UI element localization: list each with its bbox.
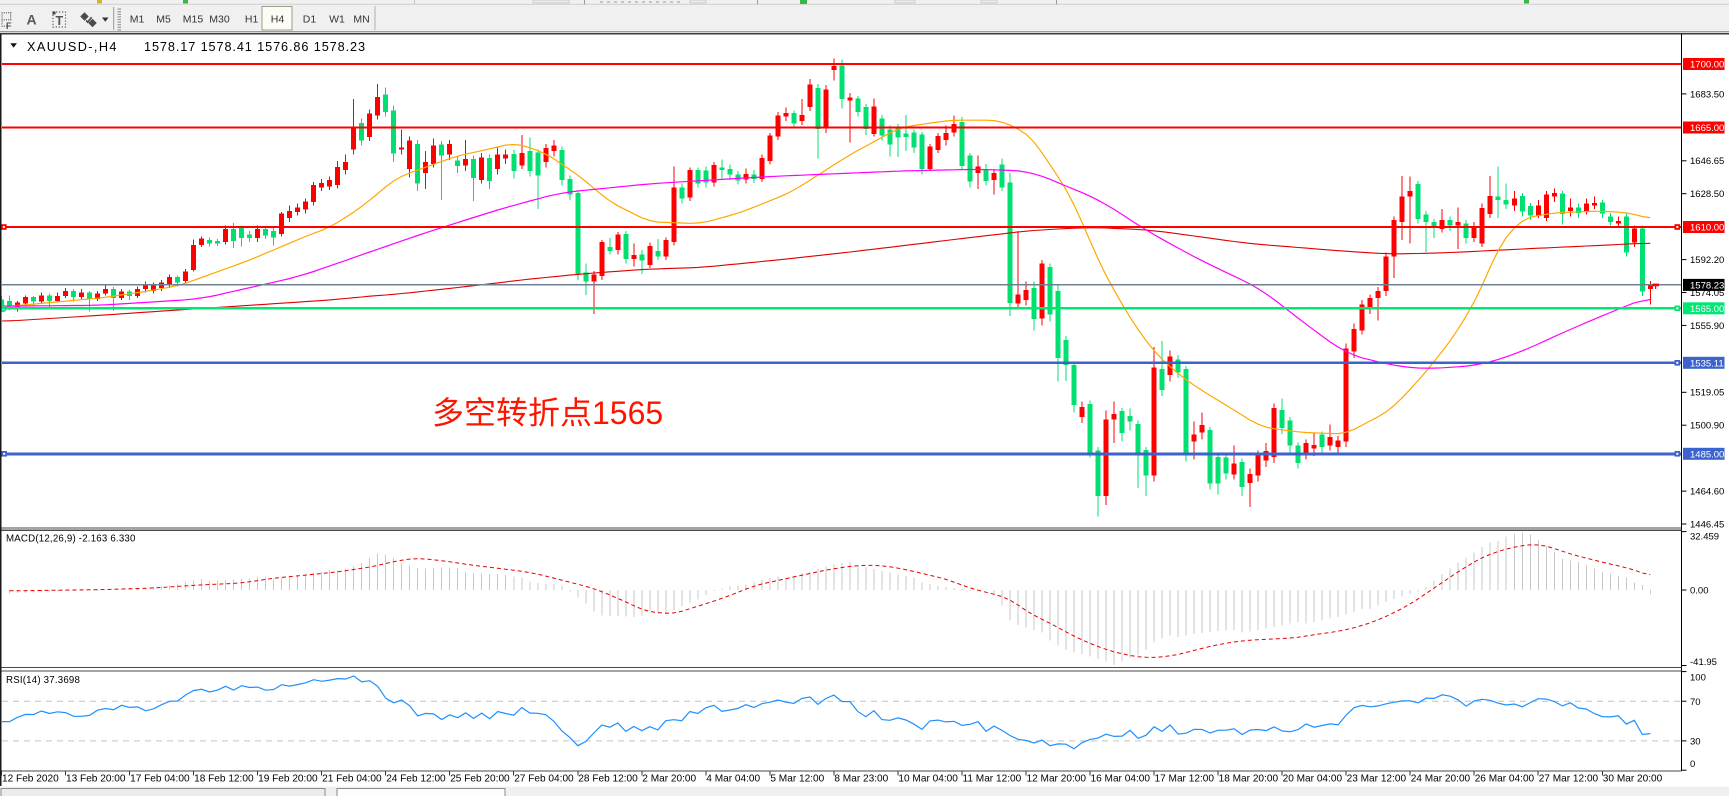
svg-text:1628.50: 1628.50 <box>1690 189 1724 200</box>
svg-text:1446.45: 1446.45 <box>1690 519 1724 530</box>
svg-text:12 Feb 2020: 12 Feb 2020 <box>2 774 59 785</box>
svg-text:25 Feb 20:00: 25 Feb 20:00 <box>450 774 510 785</box>
svg-text:26 Mar 04:00: 26 Mar 04:00 <box>1475 774 1535 785</box>
svg-text:27 Feb 04:00: 27 Feb 04:00 <box>514 774 574 785</box>
svg-text:23 Mar 12:00: 23 Mar 12:00 <box>1347 774 1407 785</box>
svg-text:W1: W1 <box>329 14 345 26</box>
svg-text:19 Feb 20:00: 19 Feb 20:00 <box>258 774 318 785</box>
svg-text:M30: M30 <box>209 14 230 26</box>
svg-text:28 Feb 12:00: 28 Feb 12:00 <box>578 774 638 785</box>
svg-text:2 Mar 20:00: 2 Mar 20:00 <box>642 774 696 785</box>
svg-text:21 Feb 04:00: 21 Feb 04:00 <box>322 774 382 785</box>
svg-text:M15: M15 <box>183 14 204 26</box>
svg-text:1700.00: 1700.00 <box>1690 60 1724 71</box>
svg-text:24 Feb 12:00: 24 Feb 12:00 <box>386 774 446 785</box>
svg-text:18 Feb 12:00: 18 Feb 12:00 <box>194 774 254 785</box>
svg-text:1464.60: 1464.60 <box>1690 487 1724 498</box>
svg-text:0: 0 <box>1690 759 1695 770</box>
svg-text:M5: M5 <box>156 14 171 26</box>
svg-text:17 Mar 12:00: 17 Mar 12:00 <box>1155 774 1215 785</box>
svg-text:4 Mar 04:00: 4 Mar 04:00 <box>706 774 760 785</box>
svg-text:20 Mar 04:00: 20 Mar 04:00 <box>1283 774 1343 785</box>
svg-text:11 Mar 12:00: 11 Mar 12:00 <box>963 774 1022 785</box>
svg-text:MN: MN <box>353 14 369 26</box>
svg-text:1535.11: 1535.11 <box>1690 358 1724 369</box>
svg-text:24 Mar 20:00: 24 Mar 20:00 <box>1411 774 1471 785</box>
svg-text:-41.95: -41.95 <box>1690 657 1717 668</box>
svg-text:1665.00: 1665.00 <box>1690 123 1724 134</box>
svg-text:1565: 1565 <box>592 395 663 431</box>
svg-text:30 Mar 20:00: 30 Mar 20:00 <box>1603 774 1663 785</box>
svg-text:1574.05: 1574.05 <box>1690 288 1724 299</box>
svg-text:100: 100 <box>1690 673 1706 684</box>
svg-text:1565.00: 1565.00 <box>1690 304 1724 315</box>
svg-text:5 Mar 12:00: 5 Mar 12:00 <box>770 774 824 785</box>
svg-text:A: A <box>27 12 37 28</box>
svg-text:1578.17 1578.41 1576.86 1578.2: 1578.17 1578.41 1576.86 1578.23 <box>144 40 366 54</box>
svg-text:1555.90: 1555.90 <box>1690 321 1724 332</box>
svg-text:M1: M1 <box>130 14 145 26</box>
svg-text:MACD(12,26,9) -2.163 6.330: MACD(12,26,9) -2.163 6.330 <box>6 534 136 545</box>
svg-text:0.00: 0.00 <box>1690 585 1709 596</box>
svg-text:30: 30 <box>1690 737 1701 748</box>
svg-text:32.459: 32.459 <box>1690 532 1719 543</box>
svg-text:1683.50: 1683.50 <box>1690 89 1724 100</box>
svg-text:16 Mar 04:00: 16 Mar 04:00 <box>1091 774 1151 785</box>
svg-text:F: F <box>6 21 12 31</box>
svg-text:8 Mar 23:00: 8 Mar 23:00 <box>834 774 888 785</box>
svg-text:1610.00: 1610.00 <box>1690 223 1724 234</box>
svg-text:1485.00: 1485.00 <box>1690 449 1724 460</box>
svg-text:D1: D1 <box>303 14 317 26</box>
svg-text:1500.90: 1500.90 <box>1690 421 1724 432</box>
svg-text:12 Mar 20:00: 12 Mar 20:00 <box>1027 774 1087 785</box>
svg-text:70: 70 <box>1690 697 1701 708</box>
svg-text:1592.20: 1592.20 <box>1690 255 1724 266</box>
svg-text:RSI(14) 37.3698: RSI(14) 37.3698 <box>6 675 80 686</box>
svg-text:H1: H1 <box>245 14 259 26</box>
svg-text:XAUUSD-,H4: XAUUSD-,H4 <box>27 40 118 54</box>
svg-text:H4: H4 <box>271 14 285 26</box>
svg-text:1578.23: 1578.23 <box>1690 281 1724 292</box>
svg-text:1646.65: 1646.65 <box>1690 156 1724 167</box>
svg-text:10 Mar 04:00: 10 Mar 04:00 <box>898 774 958 785</box>
svg-text:13 Feb 20:00: 13 Feb 20:00 <box>66 774 126 785</box>
svg-text:T: T <box>56 14 64 28</box>
svg-text:27 Mar 12:00: 27 Mar 12:00 <box>1539 774 1599 785</box>
svg-text:18 Mar 20:00: 18 Mar 20:00 <box>1219 774 1279 785</box>
svg-text:1519.05: 1519.05 <box>1690 388 1724 399</box>
svg-text:17 Feb 04:00: 17 Feb 04:00 <box>130 774 190 785</box>
